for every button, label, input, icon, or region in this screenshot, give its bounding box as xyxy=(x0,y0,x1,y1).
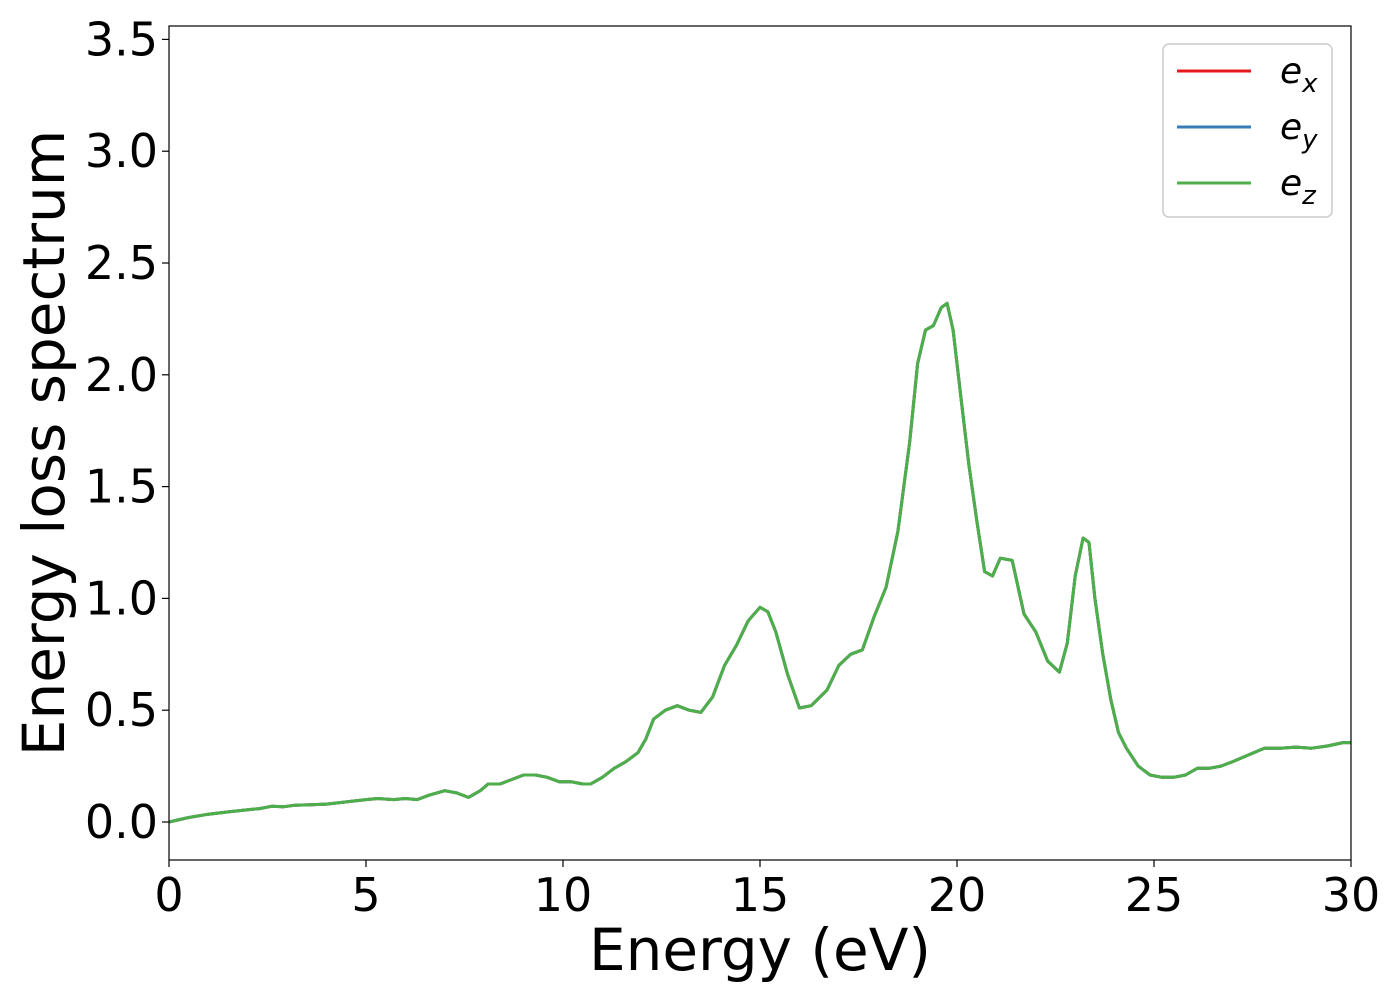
y-tick-label: 3.5 xyxy=(85,12,158,66)
x-tick-label: 0 xyxy=(154,868,183,922)
x-tick-label: 30 xyxy=(1322,868,1381,922)
y-tick-label: 0.5 xyxy=(85,683,158,737)
legend-label-z: ez xyxy=(1280,163,1317,211)
y-axis-title: Energy loss spectrum xyxy=(10,130,78,756)
legend-box xyxy=(1162,43,1333,218)
y-tick-label: 1.5 xyxy=(85,460,158,514)
y-tick-label: 0.0 xyxy=(85,795,158,849)
y-axis: 0.0 0.5 1.0 1.5 2.0 2.5 3.0 3.5 xyxy=(85,12,169,849)
x-tick-label: 10 xyxy=(534,868,593,922)
series-line-e_y xyxy=(168,301,1351,824)
x-axis: 0 5 10 15 20 25 30 xyxy=(154,860,1380,922)
y-tick-label: 1.0 xyxy=(85,571,158,625)
series-line-e_x xyxy=(168,301,1351,824)
legend-label-x: ex xyxy=(1280,51,1318,99)
x-tick-label: 5 xyxy=(351,868,380,922)
y-tick-label: 3.0 xyxy=(85,124,158,178)
series-line-e_z xyxy=(168,301,1351,824)
y-tick-label: 2.5 xyxy=(85,236,158,290)
legend-label-y: ey xyxy=(1280,107,1318,155)
x-tick-label: 15 xyxy=(731,868,790,922)
legend: ex ey ez xyxy=(1162,43,1333,218)
x-tick-label: 25 xyxy=(1125,868,1184,922)
y-tick-label: 2.0 xyxy=(85,348,158,402)
series-layer xyxy=(168,301,1351,824)
x-tick-label: 20 xyxy=(928,868,987,922)
x-axis-title: Energy (eV) xyxy=(589,916,931,984)
